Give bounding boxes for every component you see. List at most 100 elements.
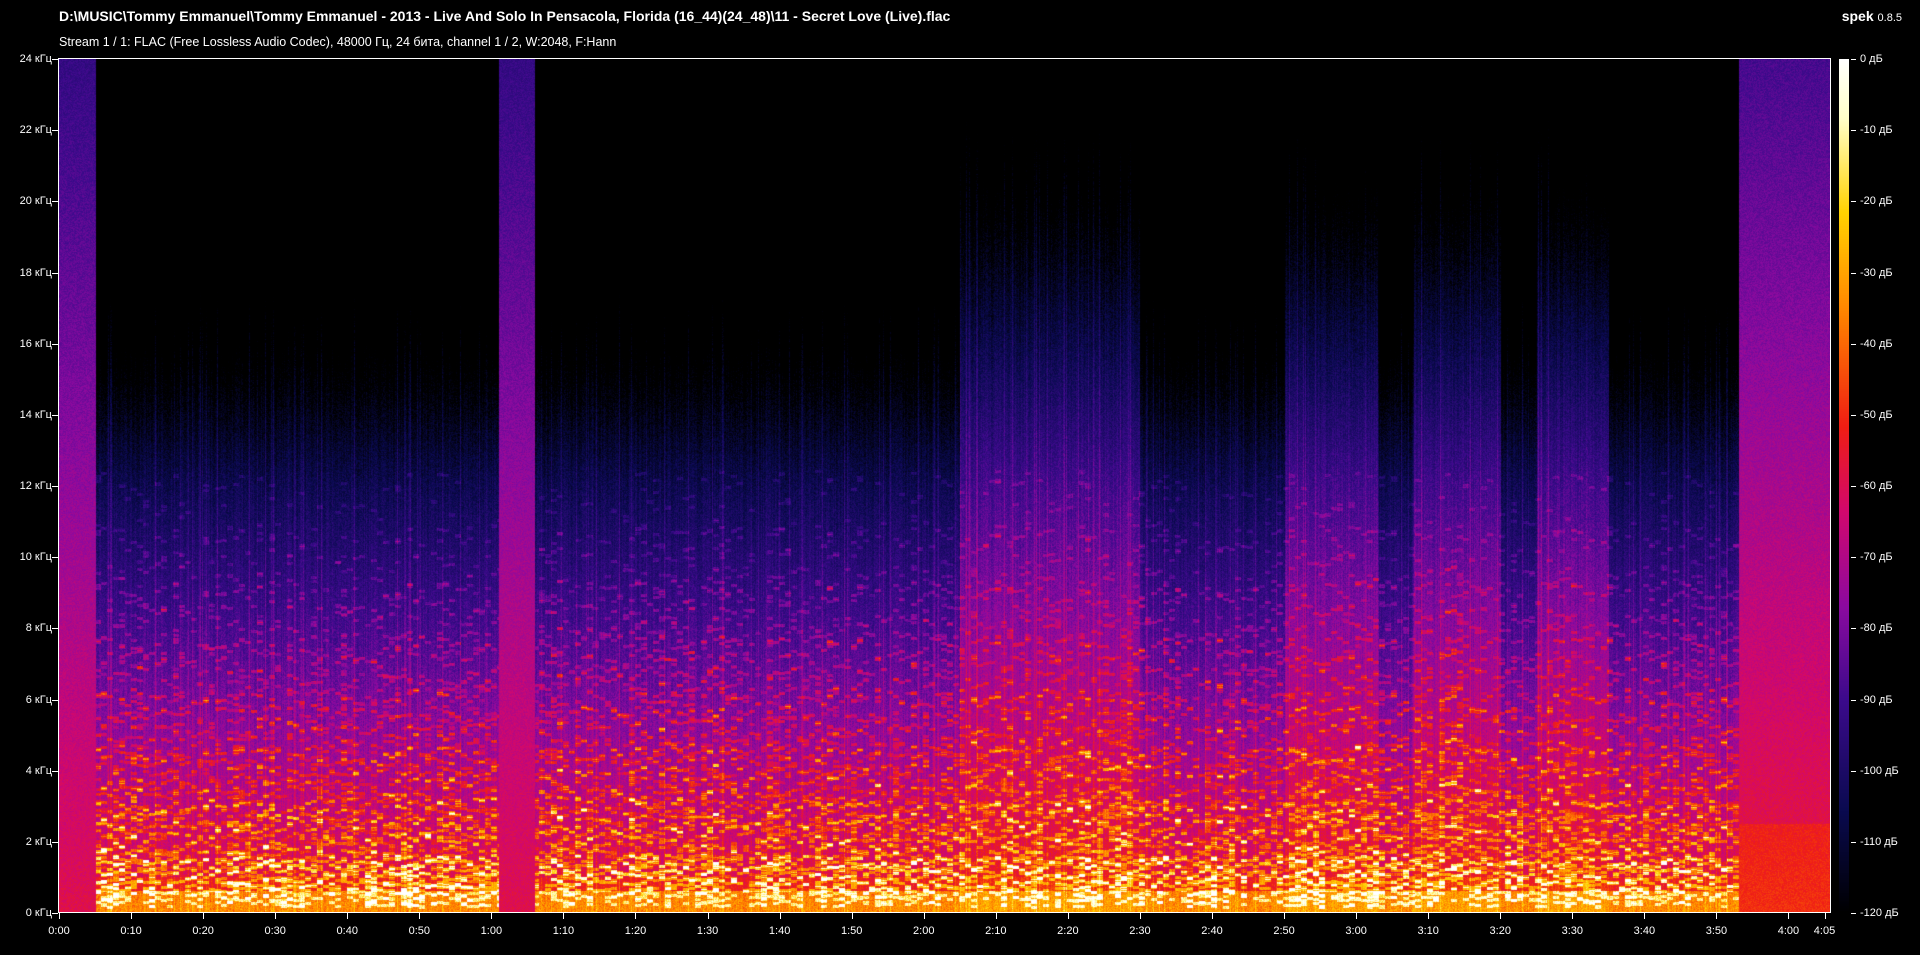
x-tick-label: 1:10 <box>552 925 575 937</box>
x-tick-label: 3:30 <box>1561 925 1584 937</box>
x-tick <box>59 913 60 919</box>
x-tick-label: 1:30 <box>696 925 719 937</box>
y-tick-label: 18 кГц <box>19 266 52 279</box>
x-tick-label: 2:10 <box>985 925 1007 937</box>
y-tick-label: 16 кГц <box>19 337 52 350</box>
x-tick <box>1067 913 1069 919</box>
x-tick <box>1572 913 1574 919</box>
x-tick <box>923 913 925 919</box>
x-tick-label: 1:20 <box>624 925 647 937</box>
x-tick <box>131 913 133 919</box>
x-tick <box>1284 913 1286 919</box>
y-tick <box>52 59 58 60</box>
color-tick-label: -40 дБ <box>1860 337 1893 350</box>
color-tick-label: -10 дБ <box>1860 124 1893 137</box>
app-brand: spek 0.8.5 <box>1842 8 1902 24</box>
x-tick-label: 3:00 <box>1345 925 1367 937</box>
color-tick-label: -20 дБ <box>1860 195 1893 208</box>
y-tick <box>52 628 58 630</box>
color-tick <box>1851 486 1856 487</box>
x-tick <box>1428 913 1430 919</box>
x-tick <box>995 913 997 919</box>
y-tick-label: 10 кГц <box>19 551 52 564</box>
color-tick <box>1851 414 1856 416</box>
x-tick-label: 2:30 <box>1129 925 1151 937</box>
x-tick <box>779 913 781 919</box>
y-tick <box>52 414 58 416</box>
x-tick-label: 3:40 <box>1633 925 1656 937</box>
color-tick-label: -110 дБ <box>1860 835 1898 848</box>
x-tick <box>1356 913 1358 919</box>
color-tick <box>1851 272 1856 274</box>
color-tick <box>1851 699 1856 701</box>
y-tick <box>52 130 58 132</box>
x-tick <box>347 913 349 919</box>
spectrogram <box>59 59 1831 913</box>
y-tick-label: 0 кГц <box>25 907 52 919</box>
x-tick <box>1500 913 1502 919</box>
color-scale-bar <box>1839 59 1849 913</box>
x-tick <box>203 913 205 919</box>
x-tick-label: 0:50 <box>408 925 431 937</box>
color-tick-label: -100 дБ <box>1860 764 1899 777</box>
color-tick <box>1851 841 1856 843</box>
y-tick-label: 2 кГц <box>25 835 52 848</box>
x-tick-label: 4:05 <box>1813 925 1836 937</box>
y-tick <box>52 841 58 843</box>
y-tick-label: 20 кГц <box>19 195 52 208</box>
color-tick-label: -60 дБ <box>1860 480 1893 492</box>
y-tick <box>52 486 58 487</box>
x-tick-label: 0:30 <box>264 925 286 937</box>
x-tick-label: 1:40 <box>768 925 791 937</box>
y-tick-label: 14 кГц <box>19 408 52 421</box>
color-tick-label: -90 дБ <box>1860 693 1893 706</box>
x-tick <box>1211 913 1213 919</box>
color-tick-label: -80 дБ <box>1860 622 1893 635</box>
x-tick <box>275 913 277 919</box>
color-tick-label: -120 дБ <box>1860 907 1899 919</box>
y-tick <box>52 557 58 559</box>
stream-info: Stream 1 / 1: FLAC (Free Lossless Audio … <box>59 35 617 49</box>
x-tick <box>851 913 853 919</box>
x-tick <box>1716 913 1718 919</box>
color-tick-label: -30 дБ <box>1860 266 1893 279</box>
y-tick <box>52 770 58 772</box>
x-tick-label: 1:50 <box>840 925 863 937</box>
y-tick-label: 12 кГц <box>19 480 52 492</box>
y-tick <box>52 913 58 914</box>
x-tick <box>563 913 565 919</box>
y-tick-label: 6 кГц <box>25 693 52 706</box>
color-tick-label: -70 дБ <box>1860 551 1893 564</box>
x-tick <box>1824 913 1826 919</box>
y-tick <box>52 272 58 274</box>
color-tick <box>1851 557 1856 559</box>
x-tick <box>419 913 421 919</box>
x-tick-label: 0:40 <box>336 925 358 937</box>
color-tick <box>1851 130 1856 132</box>
x-tick-label: 2:40 <box>1201 925 1223 937</box>
x-tick-label: 3:20 <box>1489 925 1511 937</box>
y-tick-label: 24 кГц <box>19 53 52 65</box>
y-tick <box>52 343 58 345</box>
color-tick <box>1851 201 1856 203</box>
x-tick-label: 3:10 <box>1417 925 1439 937</box>
app-name: spek <box>1841 8 1874 24</box>
x-tick <box>491 913 493 919</box>
x-tick <box>707 913 709 919</box>
color-tick-label: 0 дБ <box>1860 53 1883 65</box>
color-tick <box>1851 343 1856 345</box>
color-tick <box>1851 628 1856 630</box>
x-tick-label: 2:50 <box>1273 925 1295 937</box>
x-tick <box>635 913 637 919</box>
y-tick <box>52 699 58 701</box>
x-tick-label: 4:00 <box>1777 925 1800 937</box>
x-tick-label: 1:00 <box>480 925 503 937</box>
y-tick <box>52 201 58 203</box>
color-tick-label: -50 дБ <box>1860 408 1893 421</box>
x-tick <box>1139 913 1141 919</box>
x-tick <box>1788 913 1790 919</box>
x-tick-label: 0:20 <box>192 925 214 937</box>
color-tick <box>1851 913 1856 914</box>
x-tick-label: 2:20 <box>1057 925 1079 937</box>
x-tick-label: 0:00 <box>48 925 70 937</box>
